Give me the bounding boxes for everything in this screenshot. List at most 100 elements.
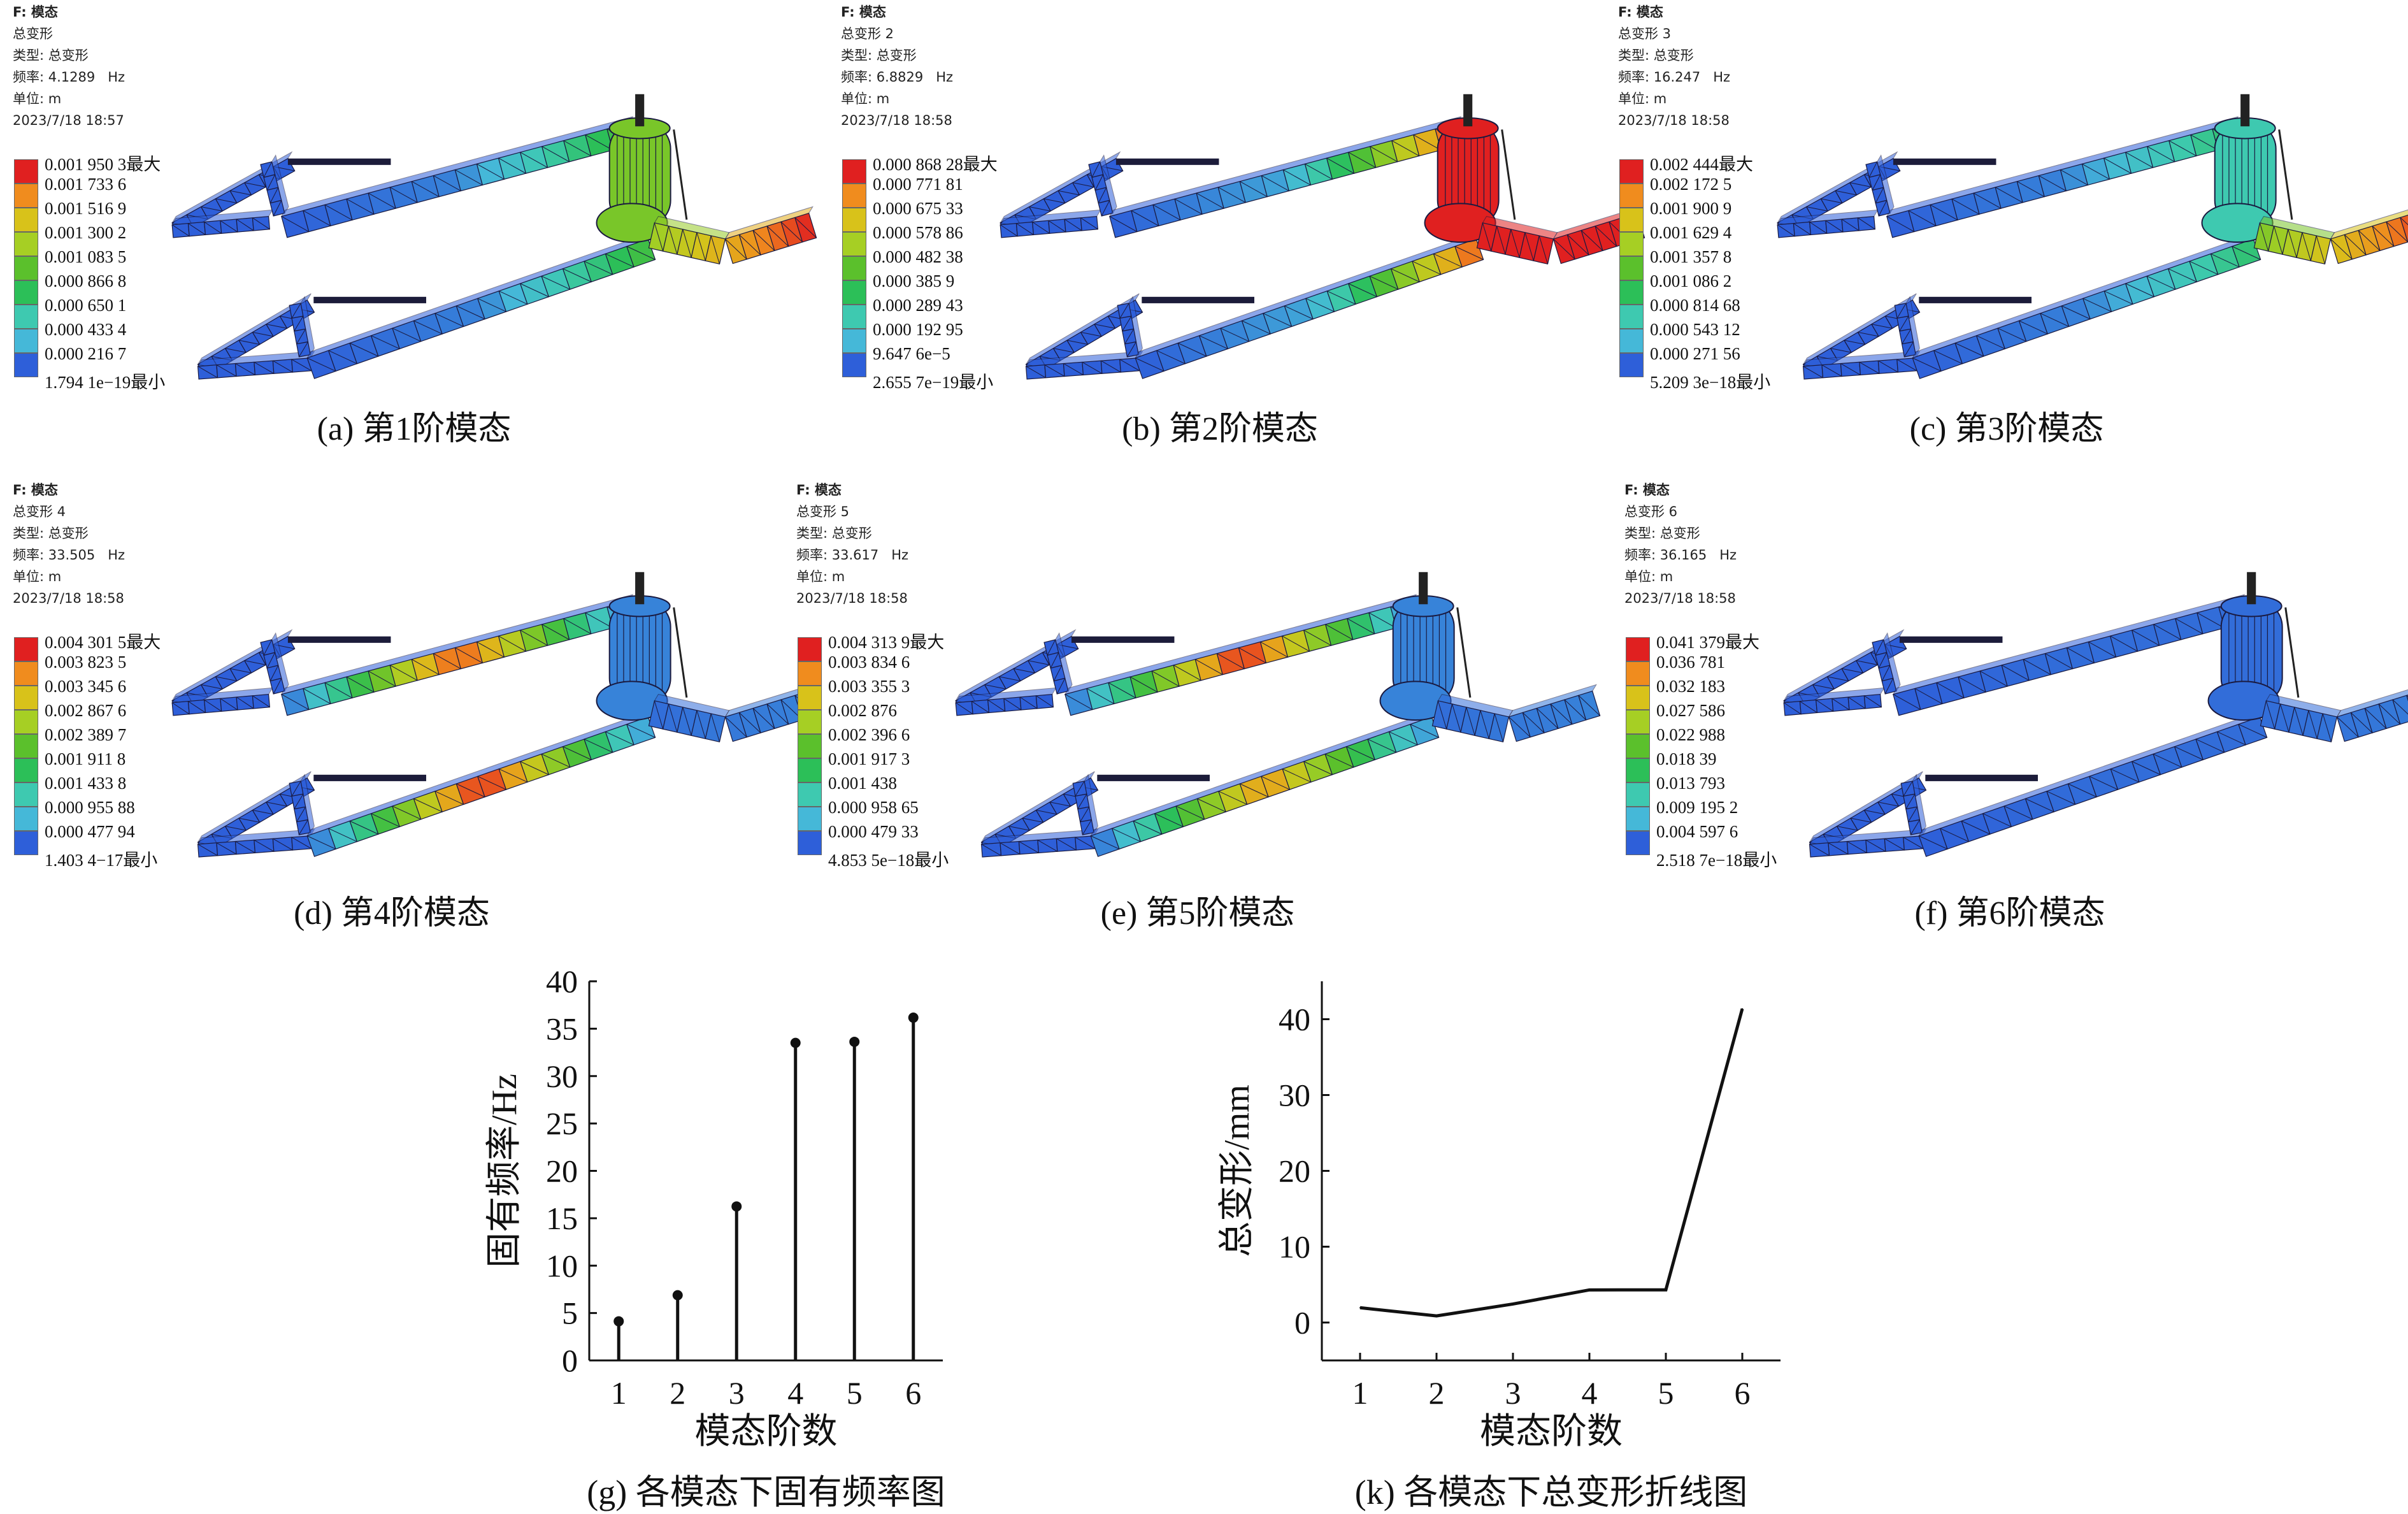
legend-label: 0.000 271 56 xyxy=(1650,344,1740,363)
shaft xyxy=(1463,94,1473,127)
connecting-rod xyxy=(1893,158,1996,165)
legend-entry: 0.002 867 6 xyxy=(14,701,243,734)
y-tick-label: 20 xyxy=(1279,1153,1310,1189)
legend-entry: 2.518 7e−18最小 xyxy=(1626,851,1855,879)
legend-label: 0.009 195 2 xyxy=(1656,798,1738,817)
legend-entry: 0.002 389 7 xyxy=(14,725,243,758)
legend-entry: 0.027 586 xyxy=(1626,701,1855,734)
legend-label: 0.004 301 5最大 xyxy=(45,633,161,652)
header-line: 单位: m xyxy=(1618,91,1667,106)
x-tick-label: 6 xyxy=(1735,1375,1751,1411)
legend-entry: 0.003 345 6 xyxy=(14,677,243,710)
legend-entry: 1.794 1e−19最小 xyxy=(14,373,243,401)
x-tick-label: 1 xyxy=(1352,1375,1368,1411)
connecting-rod xyxy=(1115,158,1219,165)
result-header: F: 模态 总变形 2 类型: 总变形 频率: 6.8829 Hz 单位: m 2023/… xyxy=(841,1,953,131)
legend-entry: 0.001 300 2 xyxy=(14,223,243,256)
y-tick-label: 35 xyxy=(546,1011,578,1046)
hub-cylinder xyxy=(1379,572,1472,721)
legend-label: 0.022 988 xyxy=(1656,725,1725,744)
legend-swatch xyxy=(1626,758,1650,782)
fea-mesh-model xyxy=(999,94,1645,380)
legend-label: 0.032 183 xyxy=(1656,677,1725,696)
legend-entry: 0.000 433 4 xyxy=(14,320,243,353)
header-title: F: 模态 xyxy=(1618,4,1663,20)
legend-swatch xyxy=(798,637,822,661)
header-line: 频率: 4.1289 Hz xyxy=(13,69,125,85)
legend-label: 9.647 6e−5 xyxy=(873,344,950,363)
legend-swatch xyxy=(1626,710,1650,734)
legend-swatch xyxy=(1626,734,1650,758)
legend-entry: 0.002 444最大 xyxy=(1619,155,1849,184)
legend-swatch xyxy=(14,661,38,686)
header-line: 类型: 总变形 xyxy=(796,526,872,541)
connecting-rod xyxy=(313,296,426,303)
legend-entry: 0.003 355 3 xyxy=(798,677,1027,710)
header-line: 总变形 6 xyxy=(1624,504,1678,519)
legend-label: 0.000 650 1 xyxy=(45,296,127,315)
mode-panel-1: F: 模态 总变形 类型: 总变形 频率: 4.1289 Hz 单位: m 2023/7/… xyxy=(0,0,828,465)
shaft xyxy=(635,572,645,605)
legend-entry: 1.403 4−17最小 xyxy=(14,851,243,879)
header-title: F: 模态 xyxy=(796,482,842,498)
shaft xyxy=(1419,572,1428,605)
result-header: F: 模态 总变形 6 类型: 总变形 频率: 36.165 Hz 单位: m 2023/… xyxy=(1624,479,1737,609)
header-line: 单位: m xyxy=(796,569,845,584)
legend-entry: 9.647 6e−5 xyxy=(842,344,1071,377)
legend-label: 0.003 834 6 xyxy=(828,652,910,672)
mode-panel-6: F: 模态 总变形 6 类型: 总变形 频率: 36.165 Hz 单位: m 2023/… xyxy=(1612,478,2408,943)
legend-swatch xyxy=(798,734,822,758)
legend-entry: 0.001 911 8 xyxy=(14,749,243,782)
connecting-rod xyxy=(1919,296,2032,303)
legend-swatch xyxy=(1619,353,1644,377)
legend-entry: 0.000 958 65 xyxy=(798,798,1027,831)
legend-entry: 0.001 733 6 xyxy=(14,175,243,208)
legend-label: 0.002 876 xyxy=(828,701,897,720)
result-header: F: 模态 总变形 5 类型: 总变形 频率: 33.617 Hz 单位: m 2023/… xyxy=(796,479,908,609)
header-title: F: 模态 xyxy=(13,4,58,20)
x-tick-label: 3 xyxy=(729,1375,745,1411)
legend-label: 0.001 950 3最大 xyxy=(45,155,161,174)
mesh-model-view xyxy=(1782,572,2408,858)
stem-marker xyxy=(790,1037,801,1048)
legend-entry: 0.000 771 81 xyxy=(842,175,1071,208)
x-tick-label: 5 xyxy=(1658,1375,1674,1411)
legend-label: 0.001 516 9 xyxy=(45,199,127,218)
legend-label: 0.000 771 81 xyxy=(873,175,963,194)
chart-caption: (k) 各模态下总变形折线图 xyxy=(1355,1473,1747,1511)
legend-label: 0.036 781 xyxy=(1656,652,1725,672)
legend-entry: 0.001 357 8 xyxy=(1619,247,1849,280)
legend-swatch xyxy=(798,782,822,807)
legend-entry: 0.032 183 xyxy=(1626,677,1855,710)
shaft xyxy=(635,94,645,127)
x-tick-label: 2 xyxy=(670,1375,685,1411)
legend-entry: 2.655 7e−19最小 xyxy=(842,373,1071,401)
mesh-model-view xyxy=(171,94,817,380)
legend-swatch xyxy=(1626,831,1650,855)
x-tick-label: 4 xyxy=(1582,1375,1598,1411)
result-header: F: 模态 总变形 3 类型: 总变形 频率: 16.247 Hz 单位: m 2023/… xyxy=(1618,1,1730,131)
hub-cylinder xyxy=(596,94,688,243)
mesh-model-view xyxy=(999,94,1645,380)
legend-swatch xyxy=(798,710,822,734)
header-line: 总变形 2 xyxy=(841,26,894,41)
legend-entry: 0.041 379最大 xyxy=(1626,633,1855,661)
legend-swatch xyxy=(14,353,38,377)
legend-entry: 0.000 216 7 xyxy=(14,344,243,377)
legend-label: 0.003 823 5 xyxy=(45,652,127,672)
legend-entry: 0.002 172 5 xyxy=(1619,175,1849,208)
panel-caption: (c) 第3阶模态 xyxy=(1909,411,2104,447)
legend-label: 0.001 629 4 xyxy=(1650,223,1732,242)
y-tick-label: 5 xyxy=(562,1295,578,1331)
legend-label: 0.000 433 4 xyxy=(45,320,127,339)
legend-swatch xyxy=(798,661,822,686)
connecting-rod xyxy=(287,158,391,165)
legend-label: 0.002 389 7 xyxy=(45,725,127,744)
legend-label: 4.853 5e−18最小 xyxy=(828,851,949,870)
legend-swatch xyxy=(1619,232,1644,256)
header-line: 类型: 总变形 xyxy=(1624,526,1700,541)
legend-swatch xyxy=(1626,782,1650,807)
y-tick-label: 0 xyxy=(1294,1305,1310,1341)
y-tick-label: 40 xyxy=(546,963,578,999)
legend-entry: 4.853 5e−18最小 xyxy=(798,851,1027,879)
